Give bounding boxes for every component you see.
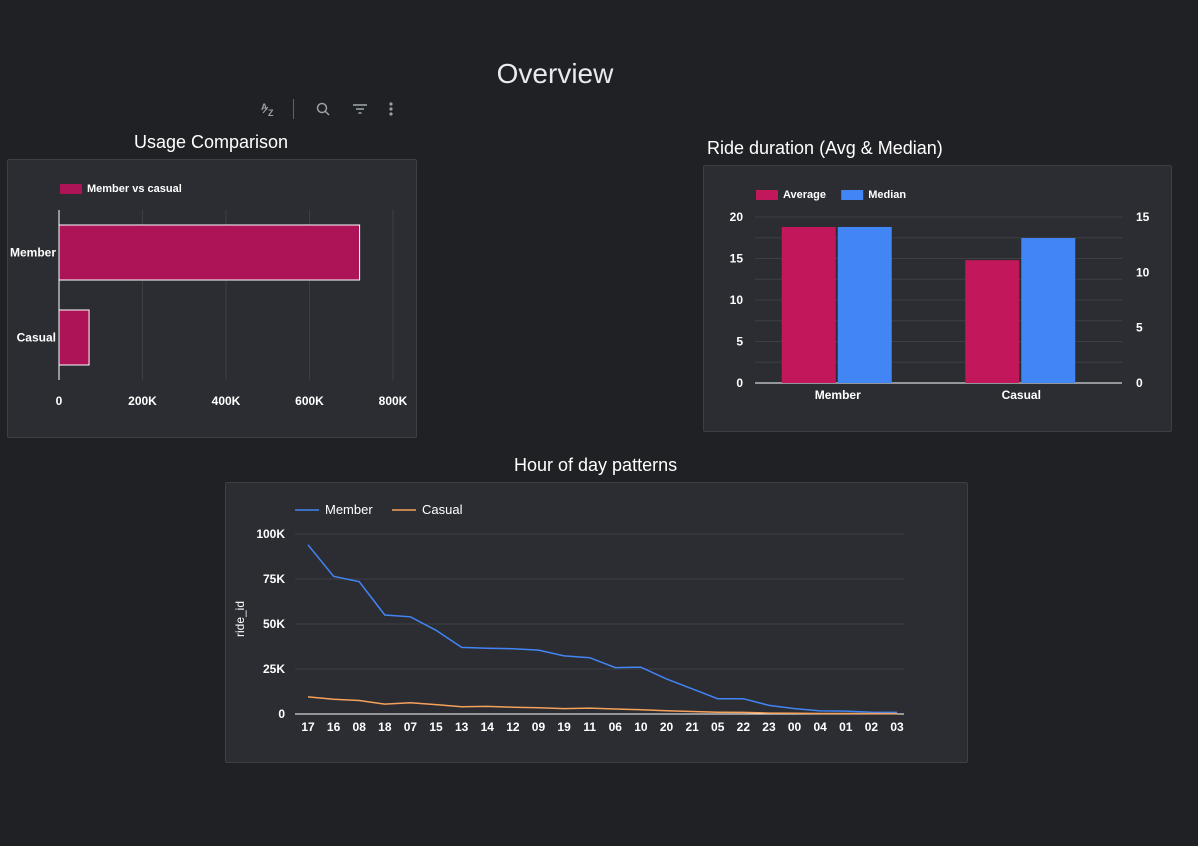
hour-chart-panel: Member Casual 0 25K 50K 75K 100K ride_id 17 16 08 1… <box>225 482 968 763</box>
x-tick-label: 08 <box>353 720 367 734</box>
x-tick-label: 00 <box>788 720 802 734</box>
hour-of-day-chart: Member Casual 0 25K 50K 75K 100K ride_id 17 16 08 1… <box>233 502 904 734</box>
y-right-tick-label: 15 <box>1136 210 1150 224</box>
x-tick-label: 12 <box>506 720 520 734</box>
x-tick-label: 23 <box>762 720 776 734</box>
x-tick-label: 19 <box>557 720 571 734</box>
y-tick-label: 25K <box>263 662 285 676</box>
x-tick-label: 05 <box>711 720 725 734</box>
chart-toolbar: A Z <box>255 96 405 122</box>
svg-text:Z: Z <box>268 108 274 118</box>
x-tick-label: 03 <box>890 720 904 734</box>
category-label-member: Member <box>10 246 56 260</box>
x-tick-label: 04 <box>813 720 827 734</box>
legend-label-median: Median <box>868 189 906 201</box>
x-tick-label-casual: Casual <box>1002 388 1041 402</box>
x-tick-label: 09 <box>532 720 546 734</box>
x-tick-label: 15 <box>429 720 443 734</box>
legend-label-member-vs-casual: Member vs casual <box>87 183 182 195</box>
usage-chart-title: Usage Comparison <box>134 132 289 152</box>
y-left-tick-label: 0 <box>736 376 743 390</box>
series-line-member <box>307 544 898 714</box>
hour-chart-title: Hour of day patterns <box>514 455 678 475</box>
page-title: Overview <box>496 58 614 89</box>
legend-label-member: Member <box>325 502 373 517</box>
sort-az-icon[interactable]: A Z <box>257 96 281 122</box>
svg-text:A: A <box>261 102 268 112</box>
y-right-tick-label: 5 <box>1136 321 1143 335</box>
duration-chart-title: Ride duration (Avg & Median) <box>707 138 943 158</box>
y-tick-label: 100K <box>256 527 285 541</box>
y-left-tick-label: 20 <box>730 210 744 224</box>
x-tick-label: 200K <box>128 394 157 408</box>
y-tick-label: 75K <box>263 572 285 586</box>
duration-chart-panel: Average Median 0 5 10 15 20 0 5 10 15 Member Casual <box>703 165 1172 432</box>
zoom-icon[interactable] <box>311 96 335 122</box>
x-tick-label: 02 <box>865 720 879 734</box>
x-tick-label: 20 <box>660 720 674 734</box>
filter-icon[interactable] <box>348 96 372 122</box>
ride-duration-chart: Average Median 0 5 10 15 20 0 5 10 15 Member Casual <box>730 189 1150 402</box>
x-tick-label: 600K <box>295 394 324 408</box>
category-label-casual: Casual <box>17 331 56 345</box>
y-left-tick-label: 15 <box>730 252 744 266</box>
x-tick-label: 400K <box>212 394 241 408</box>
bar-average-casual <box>965 260 1020 383</box>
x-tick-label: 11 <box>583 720 596 734</box>
x-tick-label: 0 <box>56 394 63 408</box>
toolbar-separator <box>293 99 294 119</box>
bar-median-casual <box>1021 238 1076 383</box>
more-vert-icon[interactable] <box>379 96 403 122</box>
x-tick-label: 10 <box>634 720 648 734</box>
legend-swatch-median <box>841 190 864 200</box>
bar-casual <box>58 309 90 366</box>
bar-member <box>58 224 361 281</box>
x-tick-label: 17 <box>301 720 315 734</box>
x-tick-label-member: Member <box>815 388 861 402</box>
x-tick-label: 800K <box>379 394 408 408</box>
x-tick-label: 18 <box>378 720 392 734</box>
y-left-tick-label: 10 <box>730 293 744 307</box>
y-tick-label: 0 <box>278 707 285 721</box>
legend-swatch-average <box>756 190 778 200</box>
y-left-tick-label: 5 <box>736 335 743 349</box>
legend-label-average: Average <box>783 189 826 201</box>
x-tick-label: 16 <box>327 720 341 734</box>
x-tick-label: 06 <box>609 720 623 734</box>
x-tick-label: 07 <box>404 720 418 734</box>
y-right-tick-label: 10 <box>1136 265 1150 279</box>
x-tick-label: 14 <box>481 720 495 734</box>
series-line-casual <box>307 696 897 715</box>
x-tick-label: 22 <box>737 720 751 734</box>
x-tick-label: 21 <box>685 720 699 734</box>
x-tick-label: 13 <box>455 720 469 734</box>
x-tick-label: 01 <box>839 720 853 734</box>
legend-swatch-member-vs-casual <box>60 184 82 194</box>
y-tick-label: 50K <box>263 617 285 631</box>
bar-average-member <box>781 226 836 383</box>
y-right-tick-label: 0 <box>1136 376 1143 390</box>
usage-comparison-chart: Member vs casual 0 200K 400K 600K 800K Member C… <box>10 183 408 408</box>
y-axis-label: ride_id <box>233 601 247 637</box>
legend-label-casual: Casual <box>422 502 463 517</box>
bar-median-member <box>837 226 892 383</box>
usage-chart-panel: Member vs casual 0 200K 400K 600K 800K Member C… <box>7 159 417 438</box>
